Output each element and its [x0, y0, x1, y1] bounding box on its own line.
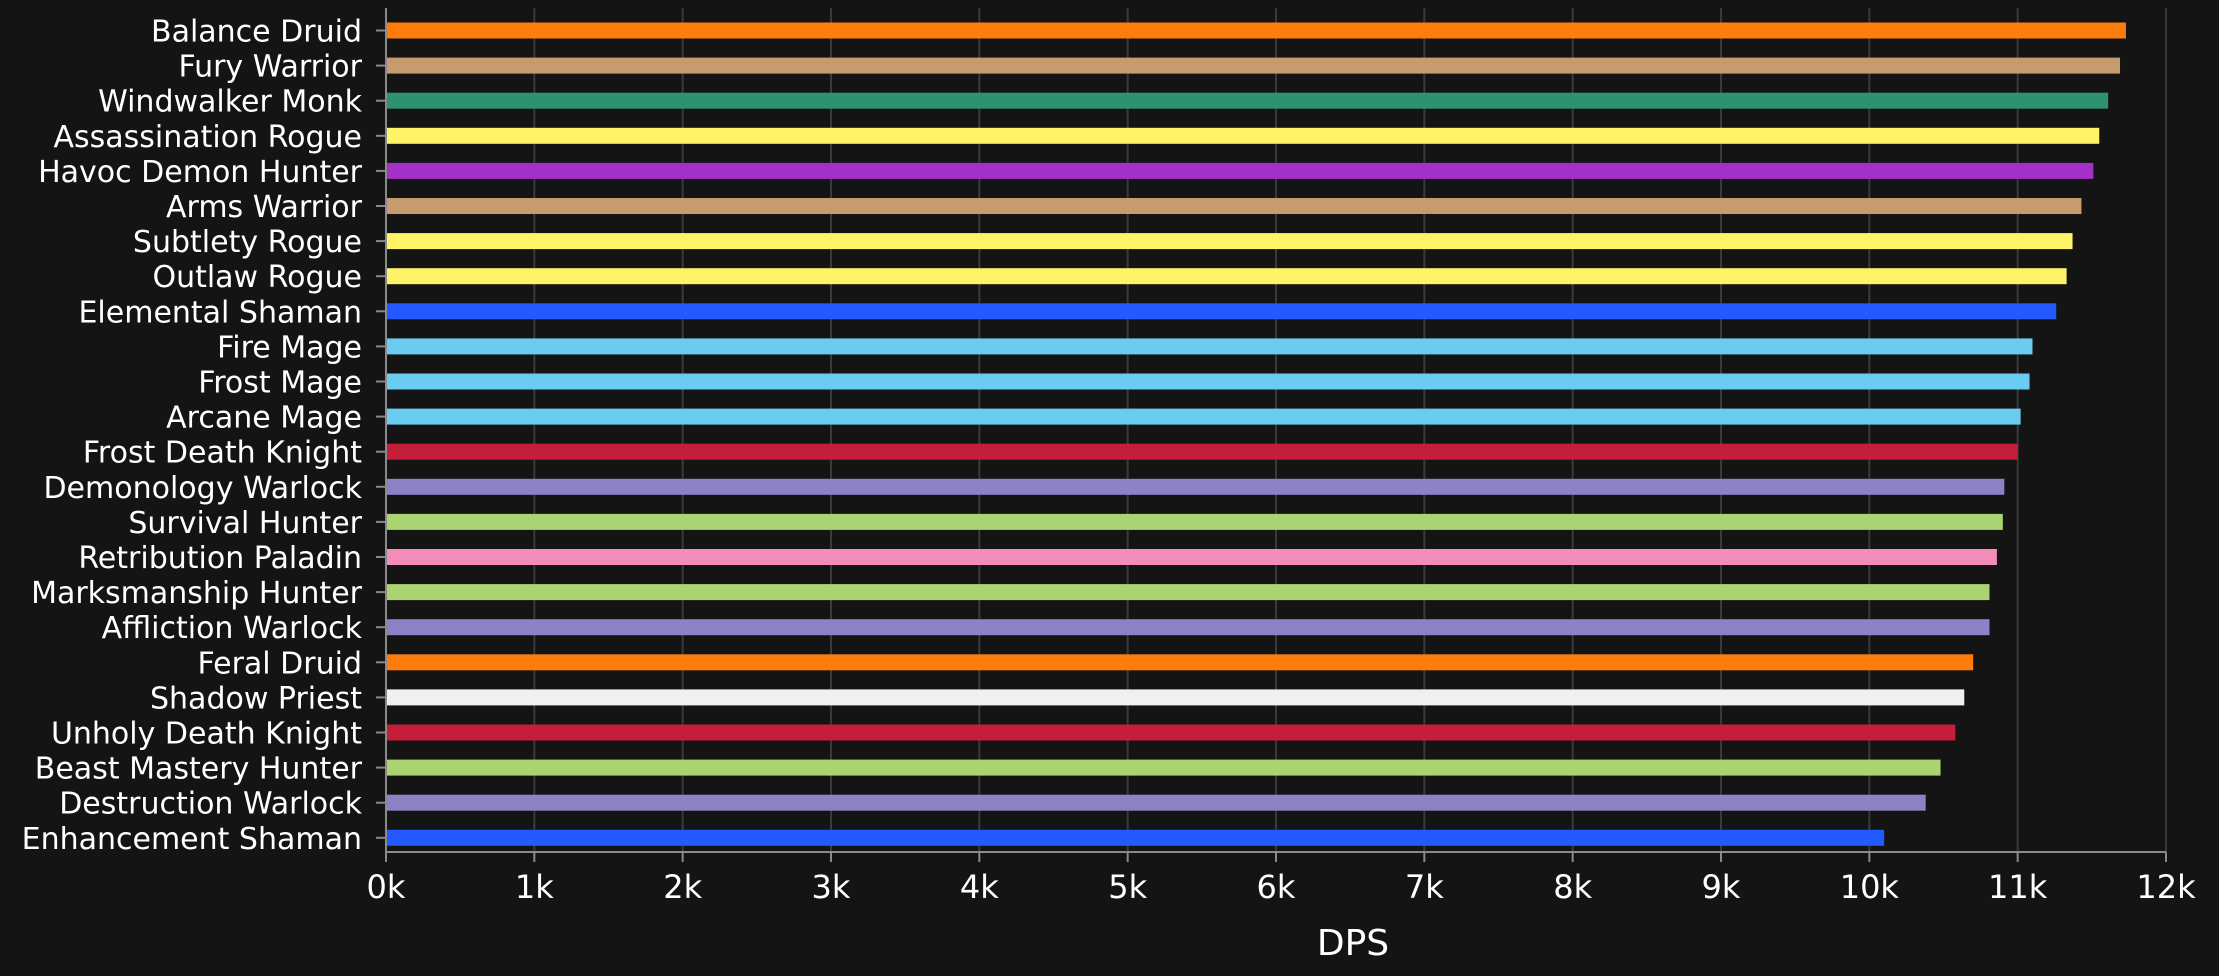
bar	[387, 57, 2121, 74]
bar	[387, 829, 1885, 846]
x-tick-label: 10k	[1840, 868, 1900, 906]
category-label: Affliction Warlock	[102, 611, 363, 646]
x-tick-label: 8k	[1553, 868, 1592, 906]
bar	[387, 724, 1956, 741]
x-tick-labels: 0k 1k 2k 3k 4k 5k 6k 7k 8k 9k 10k 11k 12k	[367, 868, 2197, 906]
bar	[387, 233, 2073, 250]
bar	[387, 303, 2057, 320]
bar	[387, 513, 2003, 530]
bar	[387, 654, 1974, 671]
x-tick-label: 4k	[960, 868, 999, 906]
category-label: Arms Warrior	[166, 190, 363, 225]
bar	[387, 373, 2030, 390]
category-label: Windwalker Monk	[98, 85, 363, 120]
category-label: Assassination Rogue	[53, 120, 362, 155]
category-label: Beast Mastery Hunter	[35, 752, 363, 787]
bar	[387, 268, 2067, 285]
category-label: Havoc Demon Hunter	[38, 155, 363, 190]
bar	[387, 794, 1926, 811]
bar	[387, 127, 2100, 144]
grid-lines	[533, 8, 2167, 852]
category-label: Demonology Warlock	[43, 471, 362, 506]
category-label: Arcane Mage	[166, 401, 362, 436]
bar	[387, 22, 2126, 39]
bar	[387, 162, 2094, 179]
x-tick-label: 1k	[515, 868, 554, 906]
category-label: Frost Mage	[198, 366, 362, 401]
category-label: Frost Death Knight	[83, 436, 362, 471]
category-label: Outlaw Rogue	[152, 260, 362, 295]
x-tick-label: 0k	[367, 868, 406, 906]
x-tick-label: 6k	[1257, 868, 1296, 906]
category-label: Enhancement Shaman	[22, 822, 362, 857]
x-tick-label: 3k	[812, 868, 851, 906]
category-label: Fire Mage	[217, 330, 362, 365]
category-label: Elemental Shaman	[78, 295, 362, 330]
x-tick-label: 5k	[1108, 868, 1147, 906]
axes	[376, 8, 2167, 862]
x-tick-label: 2k	[663, 868, 702, 906]
category-label: Feral Druid	[198, 646, 363, 681]
category-label: Survival Hunter	[128, 506, 362, 541]
bar	[387, 759, 1941, 776]
bar	[387, 443, 2018, 460]
category-label: Balance Druid	[151, 15, 362, 50]
x-tick-label: 7k	[1405, 868, 1444, 906]
category-label: Shadow Priest	[150, 681, 362, 716]
category-label: Subtlety Rogue	[133, 225, 362, 260]
x-tick-label: 9k	[1702, 868, 1741, 906]
x-tick-label: 12k	[2136, 868, 2196, 906]
bar	[387, 408, 2021, 425]
x-tick-label: 11k	[1988, 868, 2048, 906]
bar	[387, 619, 1990, 636]
bars	[387, 22, 2126, 846]
x-axis-title: DPS	[1317, 923, 1389, 964]
bar	[387, 338, 2033, 355]
bar	[387, 689, 1965, 706]
category-label: Marksmanship Hunter	[31, 576, 363, 611]
category-label: Unholy Death Knight	[51, 717, 362, 752]
category-label: Fury Warrior	[178, 50, 362, 85]
bar	[387, 584, 1990, 601]
category-label: Destruction Warlock	[59, 787, 362, 822]
bar	[387, 92, 2109, 109]
bar	[387, 549, 1997, 565]
bar	[387, 198, 2082, 214]
bar	[387, 478, 2005, 495]
category-label: Retribution Paladin	[78, 541, 362, 576]
